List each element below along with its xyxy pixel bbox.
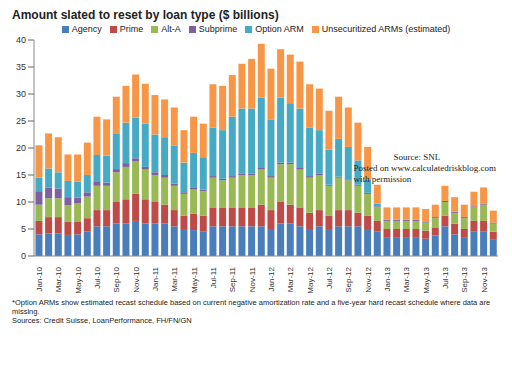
svg-text:Sep-11: Sep-11 (228, 266, 237, 292)
svg-text:Sep-10: Sep-10 (112, 266, 121, 292)
svg-text:10: 10 (16, 197, 26, 207)
html-text:with permission: with permission (353, 174, 412, 184)
svg-text:15: 15 (16, 170, 26, 180)
svg-text:Jul-10: Jul-10 (93, 266, 102, 288)
svg-text:Nov-11: Nov-11 (248, 266, 257, 292)
svg-text:25: 25 (16, 116, 26, 126)
svg-text:Nov-10: Nov-10 (132, 266, 141, 292)
svg-text:Sep-13: Sep-13 (460, 266, 469, 292)
html-text:Subprime: Subprime (198, 24, 238, 34)
html-text:Posted on www.calculatedriskbl: Posted on www.calculatedriskblog.com (353, 163, 496, 173)
svg-text:Mar-13: Mar-13 (402, 266, 411, 292)
svg-text:20: 20 (16, 143, 26, 153)
svg-text:May-11: May-11 (190, 266, 199, 293)
html-text:Agency: Agency (71, 24, 102, 34)
svg-text:30: 30 (16, 89, 26, 99)
svg-text:May-13: May-13 (422, 266, 431, 293)
svg-text:Jul-13: Jul-13 (441, 266, 450, 288)
svg-text:40: 40 (16, 35, 26, 45)
svg-text:Sep-12: Sep-12 (344, 266, 353, 292)
svg-text:Mar-10: Mar-10 (54, 266, 63, 292)
html-text:Prime: Prime (119, 24, 144, 34)
svg-text:5: 5 (21, 224, 26, 234)
svg-text:Jan-11: Jan-11 (151, 266, 160, 290)
html-text:Sources: Credit Suisse, LoanPe: Sources: Credit Suisse, LoanPerformance,… (12, 316, 192, 325)
svg-text:Mar-12: Mar-12 (286, 266, 295, 292)
html-text:Amount slated to reset by loan: Amount slated to reset by loan type ($ b… (12, 8, 279, 22)
svg-text:Jan-12: Jan-12 (267, 266, 276, 291)
html-text:Alt-A: Alt-A (161, 24, 181, 34)
svg-text:Jul-11: Jul-11 (209, 266, 218, 288)
svg-text:May-10: May-10 (74, 266, 83, 293)
html-text:Source: SNL: Source: SNL (393, 152, 441, 162)
svg-text:Jan-10: Jan-10 (35, 266, 44, 291)
svg-text:Jan-13: Jan-13 (383, 266, 392, 291)
svg-text:Nov-12: Nov-12 (364, 266, 373, 292)
svg-text:35: 35 (16, 62, 26, 72)
html-text:Option ARM: Option ARM (255, 24, 304, 34)
html-text:Unsecuritized ARMs (estimated): Unsecuritized ARMs (estimated) (321, 24, 451, 34)
svg-text:Nov-13: Nov-13 (480, 266, 489, 292)
html-text:*Option ARMs show estimated re: *Option ARMs show estimated recast sched… (12, 298, 491, 316)
svg-text:0: 0 (21, 251, 26, 261)
svg-text:May-12: May-12 (306, 266, 315, 293)
svg-text:Jul-12: Jul-12 (325, 266, 334, 288)
svg-text:Mar-11: Mar-11 (170, 266, 179, 291)
